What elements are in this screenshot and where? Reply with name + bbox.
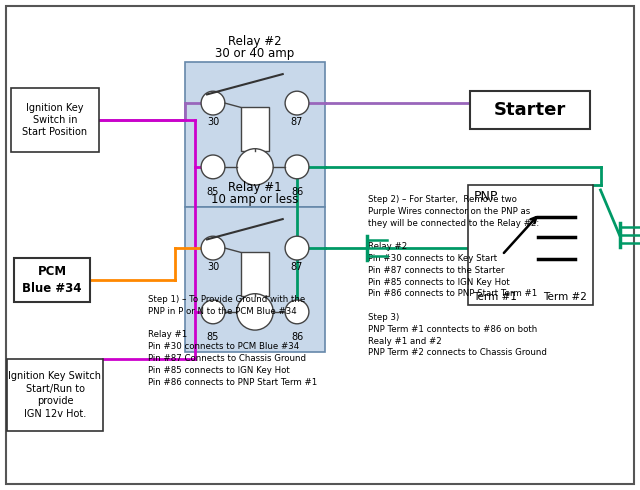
Bar <box>470 91 590 129</box>
Text: 85: 85 <box>207 187 219 197</box>
Text: 87: 87 <box>291 117 303 127</box>
Circle shape <box>285 155 309 179</box>
Text: Term #2: Term #2 <box>543 292 586 302</box>
Text: 30: 30 <box>207 117 219 127</box>
Text: Starter: Starter <box>494 101 566 119</box>
Text: Relay #2: Relay #2 <box>228 35 282 49</box>
Circle shape <box>237 148 273 185</box>
Circle shape <box>285 91 309 115</box>
Text: 87: 87 <box>291 262 303 272</box>
Circle shape <box>285 300 309 324</box>
Text: Ignition Key Switch
Start/Run to
provide
IGN 12v Hot.: Ignition Key Switch Start/Run to provide… <box>8 371 102 418</box>
Text: 30: 30 <box>207 262 219 272</box>
Text: 30 or 40 amp: 30 or 40 amp <box>216 48 294 60</box>
Circle shape <box>201 236 225 260</box>
Text: 10 amp or less: 10 amp or less <box>211 193 299 205</box>
Circle shape <box>201 155 225 179</box>
Circle shape <box>285 236 309 260</box>
Text: Relay #1: Relay #1 <box>228 180 282 194</box>
Bar <box>467 185 593 305</box>
Bar <box>14 258 90 302</box>
Bar <box>185 207 325 352</box>
Text: PCM
Blue #34: PCM Blue #34 <box>22 265 82 295</box>
Circle shape <box>201 300 225 324</box>
Text: 86: 86 <box>291 187 303 197</box>
Circle shape <box>201 91 225 115</box>
Text: Step 2) – For Starter,  Remove two
Purple Wires connector on the PNP as
they wil: Step 2) – For Starter, Remove two Purple… <box>368 195 547 357</box>
Text: 86: 86 <box>291 332 303 342</box>
Bar <box>11 88 99 152</box>
Text: Step 1) – To Provide Ground with the
PNP in P or N to the PCM Blue #34

Relay #1: Step 1) – To Provide Ground with the PNP… <box>148 295 317 387</box>
Text: Term #1: Term #1 <box>474 292 517 302</box>
Bar <box>241 252 269 296</box>
Circle shape <box>237 294 273 330</box>
Bar <box>241 107 269 151</box>
Bar <box>7 359 103 431</box>
Text: Ignition Key
Switch in
Start Position: Ignition Key Switch in Start Position <box>22 102 88 137</box>
Text: 85: 85 <box>207 332 219 342</box>
Bar <box>185 63 325 207</box>
Text: PNP: PNP <box>474 190 498 203</box>
